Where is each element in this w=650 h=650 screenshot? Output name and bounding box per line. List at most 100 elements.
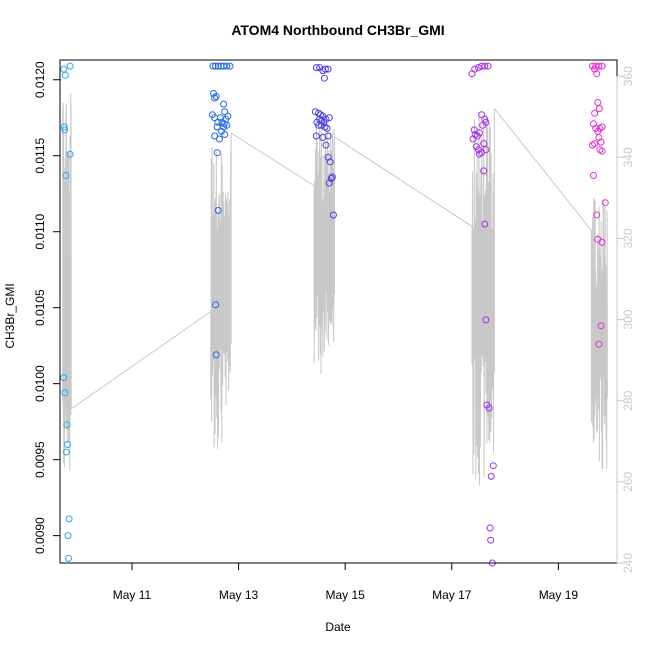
data-point <box>64 441 71 448</box>
data-point <box>226 62 234 70</box>
data-point <box>593 70 601 78</box>
data-point <box>66 150 74 158</box>
altitude-burst-4 <box>590 197 608 470</box>
y2-tick-label: 300 <box>621 309 635 329</box>
y-axis-left: 0.0090 0.0095 0.0100 0.0105 0.0110 0.0115 0.01… <box>33 61 60 554</box>
data-point <box>315 121 322 129</box>
data-point <box>598 238 606 246</box>
data-point <box>320 74 328 82</box>
y2-tick-label: 360 <box>621 66 635 86</box>
y-tick-label: 0.0110 <box>33 213 47 249</box>
data-point <box>487 472 495 480</box>
data-point <box>311 108 319 116</box>
data-point <box>221 108 229 116</box>
data-point <box>591 140 599 148</box>
altitude-transit-0 <box>70 311 212 410</box>
data-point <box>589 141 596 149</box>
data-point <box>318 117 326 125</box>
data-point <box>61 389 69 397</box>
data-point <box>212 301 220 309</box>
data-point <box>60 123 68 131</box>
altitude-burst-1 <box>210 133 232 450</box>
data-point <box>591 109 599 117</box>
data-point <box>312 64 320 72</box>
data-point <box>482 146 490 154</box>
data-point <box>476 150 483 158</box>
data-point <box>594 99 602 106</box>
data-point <box>223 121 231 129</box>
x-tick-label: May 15 <box>325 588 365 602</box>
data-point <box>598 123 606 131</box>
data-point <box>60 374 68 382</box>
data-point <box>324 132 332 140</box>
data-point <box>474 64 482 72</box>
altitude-burst-0 <box>62 93 72 471</box>
data-point <box>61 71 69 79</box>
data-point <box>209 62 217 70</box>
y2-tick-label: 260 <box>621 472 635 492</box>
altitude-transit-1 <box>230 132 315 187</box>
x-tick-label: May 19 <box>539 588 579 602</box>
data-point <box>212 351 220 359</box>
x-tick-label: May 13 <box>219 588 259 602</box>
data-point <box>590 172 597 179</box>
data-point <box>476 129 483 137</box>
altitude-transit-3 <box>494 108 592 231</box>
data-point <box>484 62 492 70</box>
altitude-burst-3 <box>471 108 495 486</box>
data-point <box>214 206 222 214</box>
data-point <box>213 149 221 157</box>
chart-title: ATOM4 Northbound CH3Br_GMI <box>231 22 444 38</box>
data-point <box>481 220 489 228</box>
altitude-burst-2 <box>313 123 335 374</box>
data-point <box>321 123 329 131</box>
y-axis-label: CH3Br_GMI <box>3 283 17 348</box>
data-point <box>312 132 320 140</box>
data-point <box>482 118 490 126</box>
y-tick-label: 0.0120 <box>33 61 47 98</box>
data-point <box>482 316 490 324</box>
data-point <box>65 515 73 523</box>
y-tick-label: 0.0090 <box>33 517 47 554</box>
data-point <box>478 111 486 119</box>
altitude-line-layer <box>62 93 608 486</box>
y2-tick-label: 320 <box>621 228 635 248</box>
data-point <box>65 554 72 562</box>
data-point <box>63 421 71 429</box>
data-point <box>326 158 334 166</box>
data-point <box>325 114 333 122</box>
x-axis: May 11 May 13 May 15 May 17 May 19 <box>113 563 579 602</box>
y2-tick-label: 340 <box>621 147 635 167</box>
data-point <box>321 65 329 73</box>
data-point <box>323 124 331 132</box>
data-point <box>489 462 497 470</box>
data-point <box>598 62 606 70</box>
data-point <box>325 179 333 187</box>
data-point <box>324 65 332 73</box>
data-point <box>60 65 68 73</box>
data-point <box>471 65 479 73</box>
data-point <box>212 93 220 100</box>
data-point <box>215 135 223 143</box>
data-point <box>328 173 336 181</box>
altitude-transit-2 <box>334 136 473 227</box>
data-point <box>220 100 228 108</box>
data-point <box>61 126 69 134</box>
data-point <box>485 404 493 412</box>
data-point <box>64 532 72 540</box>
data-point <box>487 536 495 544</box>
data-point <box>481 62 489 70</box>
y2-tick-label: 280 <box>621 390 635 410</box>
data-point <box>213 123 221 131</box>
data-point <box>597 138 605 146</box>
data-point <box>598 147 606 155</box>
y-tick-label: 0.0105 <box>33 289 47 326</box>
y2-tick-label: 240 <box>621 553 635 573</box>
y-tick-label: 0.0115 <box>33 138 47 174</box>
data-point <box>329 211 337 219</box>
data-point <box>593 211 601 219</box>
data-point <box>470 126 478 134</box>
data-point <box>221 131 229 138</box>
data-point <box>66 62 74 70</box>
